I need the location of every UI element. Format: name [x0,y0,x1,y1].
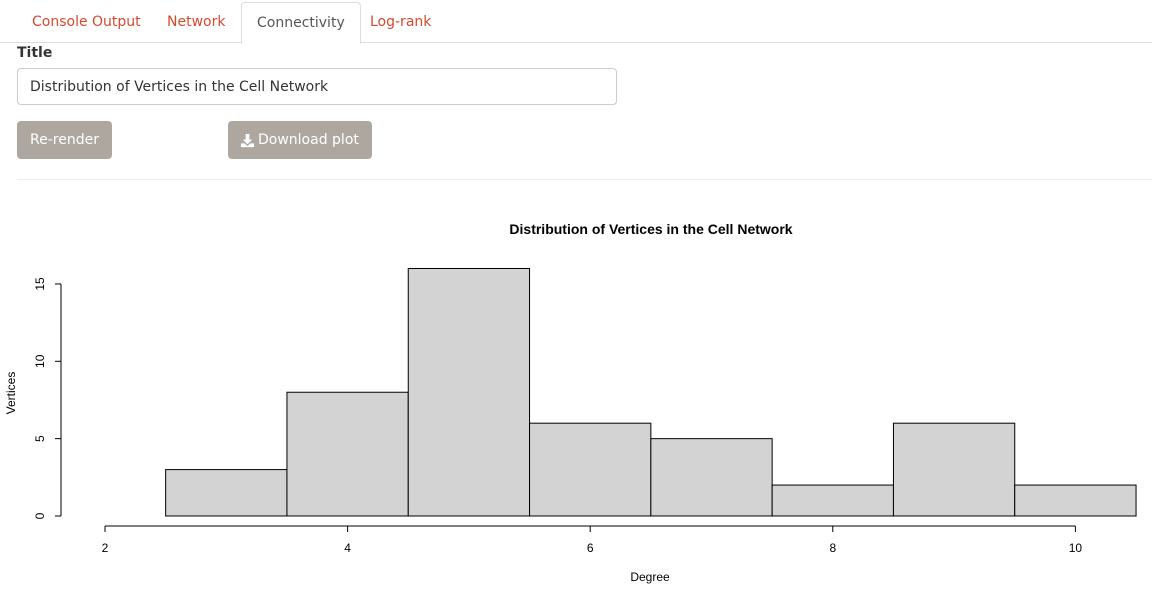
tab-console-output[interactable]: Console Output [32,14,141,30]
histogram-bar [650,438,773,517]
x-tick-label: 6 [587,541,594,555]
histogram-bar [286,391,409,517]
title-input[interactable] [17,68,617,105]
download-button-label: Download plot [258,132,359,148]
x-tick-label: 8 [829,541,836,555]
histogram-bar [165,469,288,517]
rerender-button-label: Re-render [30,132,99,148]
tab-bar: Console Output Network Connectivity Log-… [0,0,1152,44]
tab-connectivity[interactable]: Connectivity [241,2,361,44]
y-axis-label: Vertices [4,372,18,415]
download-plot-button[interactable]: Download plot [228,121,372,159]
x-axis-label: Degree [630,570,670,584]
tab-network[interactable]: Network [167,14,226,30]
rerender-button[interactable]: Re-render [17,121,112,159]
histogram-bar [529,422,652,517]
y-tick-label: 10 [33,354,47,368]
histogram-bar [407,267,531,517]
histogram-bar [771,484,894,517]
tab-log-rank[interactable]: Log-rank [370,14,432,30]
section-divider [17,179,1152,180]
y-tick-label: 15 [33,277,47,291]
x-tick-label: 4 [344,541,351,555]
histogram-plot: Distribution of Vertices in the Cell Net… [4,221,1137,584]
download-icon [240,133,255,147]
chart-title: Distribution of Vertices in the Cell Net… [509,221,792,237]
title-label: Title [17,45,53,61]
histogram-bar [892,422,1016,517]
x-tick-label: 10 [1069,541,1083,555]
y-tick-label: 0 [33,512,47,519]
x-tick-label: 2 [102,541,109,555]
histogram-bar [1014,484,1137,517]
y-tick-label: 5 [33,435,47,442]
